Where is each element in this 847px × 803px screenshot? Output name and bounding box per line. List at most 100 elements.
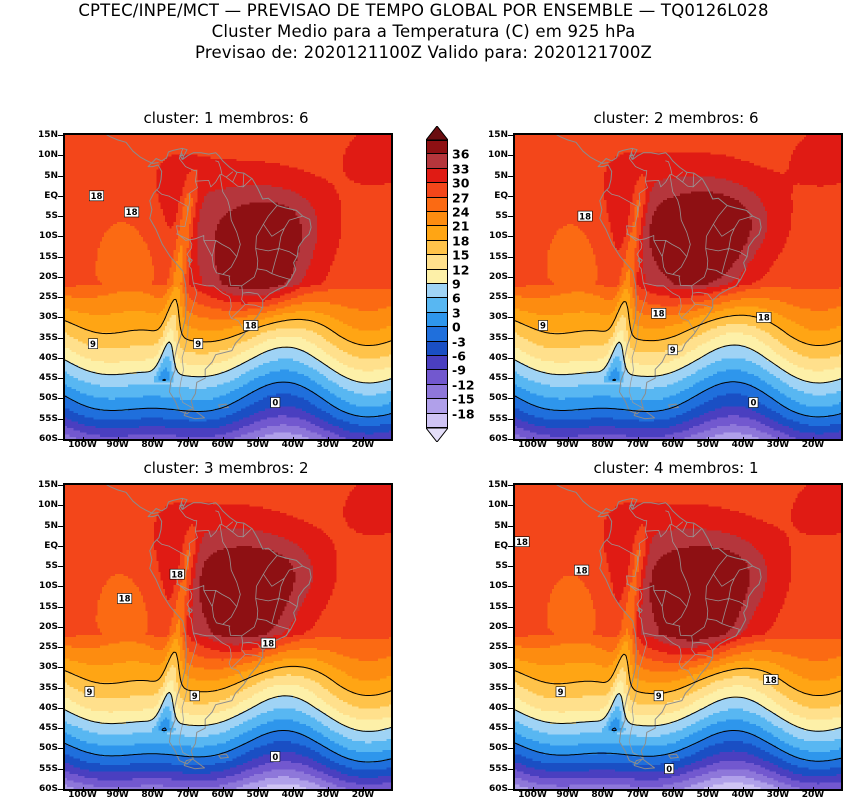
colorbar-tick-label: 0: [452, 319, 461, 335]
x-axis-label: 100W: [518, 440, 547, 450]
y-tick: [508, 667, 513, 669]
y-tick: [508, 317, 513, 319]
y-axis-label: 50S: [488, 743, 508, 754]
colorbar-tick-label: 12: [452, 262, 470, 278]
x-axis-label: 100W: [68, 440, 97, 450]
y-axis-label: 60S: [38, 434, 58, 444]
y-axis-label: 45S: [488, 723, 508, 734]
colorbar-tick-label: 30: [452, 175, 470, 191]
colorbar-segment: [426, 384, 448, 400]
y-tick: [508, 789, 513, 790]
colorbar-arrow-high: [426, 126, 448, 140]
y-tick: [508, 236, 513, 238]
y-tick: [508, 566, 513, 568]
x-axis-label: 70W: [176, 790, 199, 800]
svg-text:18: 18: [91, 192, 103, 202]
y-axis-label: 35S: [38, 332, 58, 343]
colorbar-tick-label: 33: [452, 161, 470, 177]
x-axis-label: 60W: [211, 790, 234, 800]
svg-text:9: 9: [540, 322, 546, 332]
svg-text:18: 18: [579, 212, 591, 222]
x-tick: [777, 787, 779, 792]
header-line-forecast-time: Previsao de: 2020121100Z Valido para: 20…: [194, 43, 653, 62]
y-tick: [508, 485, 513, 486]
y-tick: [508, 195, 513, 197]
svg-text:0: 0: [750, 399, 756, 409]
panel-title: cluster: 2 membros: 6: [593, 109, 759, 127]
colorbar-tick-label: 6: [452, 290, 461, 306]
y-tick: [508, 216, 513, 218]
x-tick: [292, 437, 294, 442]
colorbar-segment: [426, 140, 448, 155]
x-tick: [742, 437, 744, 442]
y-axis-label: 40S: [38, 352, 58, 363]
x-tick: [637, 787, 639, 792]
y-tick: [508, 378, 513, 380]
y-axis-label: EQ: [494, 540, 508, 551]
map-plot-area: 18 18 18 9 9 0: [63, 133, 393, 441]
panel-title: cluster: 3 membros: 2: [143, 459, 309, 477]
x-axis-label: 60W: [211, 440, 234, 450]
map-plot-area: 18 18 18 9 9 0: [513, 483, 843, 791]
header-line-institution: CPTEC/INPE/MCT — PREVISAO DE TEMPO GLOBA…: [78, 1, 769, 20]
y-tick: [58, 505, 63, 507]
colorbar-tick-label: 9: [452, 276, 461, 292]
colorbar-segment: [426, 312, 448, 328]
svg-text:18: 18: [576, 566, 588, 576]
x-tick: [742, 787, 744, 792]
colorbar-segment: [426, 212, 448, 227]
panel-cluster-3: cluster: 3 membros: 2 18 18 18 9 9 0 15N 10N 5N EQ…: [38, 459, 393, 800]
colorbar-tick-label: 3: [452, 305, 461, 321]
x-axis-label: 100W: [68, 790, 97, 800]
y-tick: [58, 155, 63, 157]
y-tick: [58, 525, 63, 527]
y-axis-label: 10N: [487, 500, 508, 511]
y-axis-label: 15S: [38, 251, 58, 262]
panel-cluster-4: cluster: 4 membros: 1 18 18 18 9 9 0 15N 10N 5N EQ…: [488, 459, 843, 800]
x-axis-label: 20W: [801, 440, 825, 450]
y-tick: [508, 768, 513, 770]
svg-text:18: 18: [758, 314, 770, 324]
svg-text:18: 18: [516, 538, 528, 548]
y-axis-label: 20S: [38, 621, 58, 632]
colorbar-segment: [426, 269, 448, 284]
y-axis-label: 30S: [38, 662, 58, 673]
colorbar-tick-label: 27: [452, 190, 470, 206]
y-tick: [58, 606, 63, 608]
y-tick: [508, 155, 513, 157]
y-tick: [58, 566, 63, 568]
y-axis-label: 55S: [488, 763, 508, 774]
y-tick: [58, 398, 63, 400]
x-tick: [82, 437, 84, 442]
colorbar-segment: [426, 413, 448, 428]
y-axis-label: 30S: [38, 312, 58, 323]
x-axis-label: 40W: [731, 440, 755, 450]
colorbar-tick-label: -6: [452, 348, 466, 364]
y-axis-label: EQ: [44, 540, 58, 551]
colorbar-segment: [426, 356, 448, 371]
y-axis-label: 35S: [38, 682, 58, 693]
y-tick: [58, 586, 63, 588]
svg-text:9: 9: [558, 688, 564, 698]
svg-text:9: 9: [656, 692, 662, 702]
y-axis-label: 55S: [38, 763, 58, 774]
y-axis-label: 50S: [38, 393, 58, 404]
y-tick: [508, 256, 513, 258]
x-axis-label: 90W: [556, 790, 579, 800]
y-axis-label: 10N: [37, 500, 58, 511]
x-axis-label: 60W: [661, 790, 684, 800]
svg-text:9: 9: [195, 340, 201, 350]
x-tick: [707, 437, 709, 442]
y-tick: [58, 485, 63, 486]
colorbar-segment: [426, 399, 448, 414]
x-tick: [82, 787, 84, 792]
y-axis-label: 20S: [488, 621, 508, 632]
x-tick: [187, 437, 189, 442]
colorbar-segment: [426, 298, 448, 313]
colorbar-tick-label: 18: [452, 233, 470, 249]
svg-text:18: 18: [765, 676, 777, 686]
x-axis-label: 20W: [801, 790, 825, 800]
x-tick: [152, 787, 154, 792]
svg-text:9: 9: [90, 340, 96, 350]
y-axis-label: 25S: [38, 292, 58, 303]
